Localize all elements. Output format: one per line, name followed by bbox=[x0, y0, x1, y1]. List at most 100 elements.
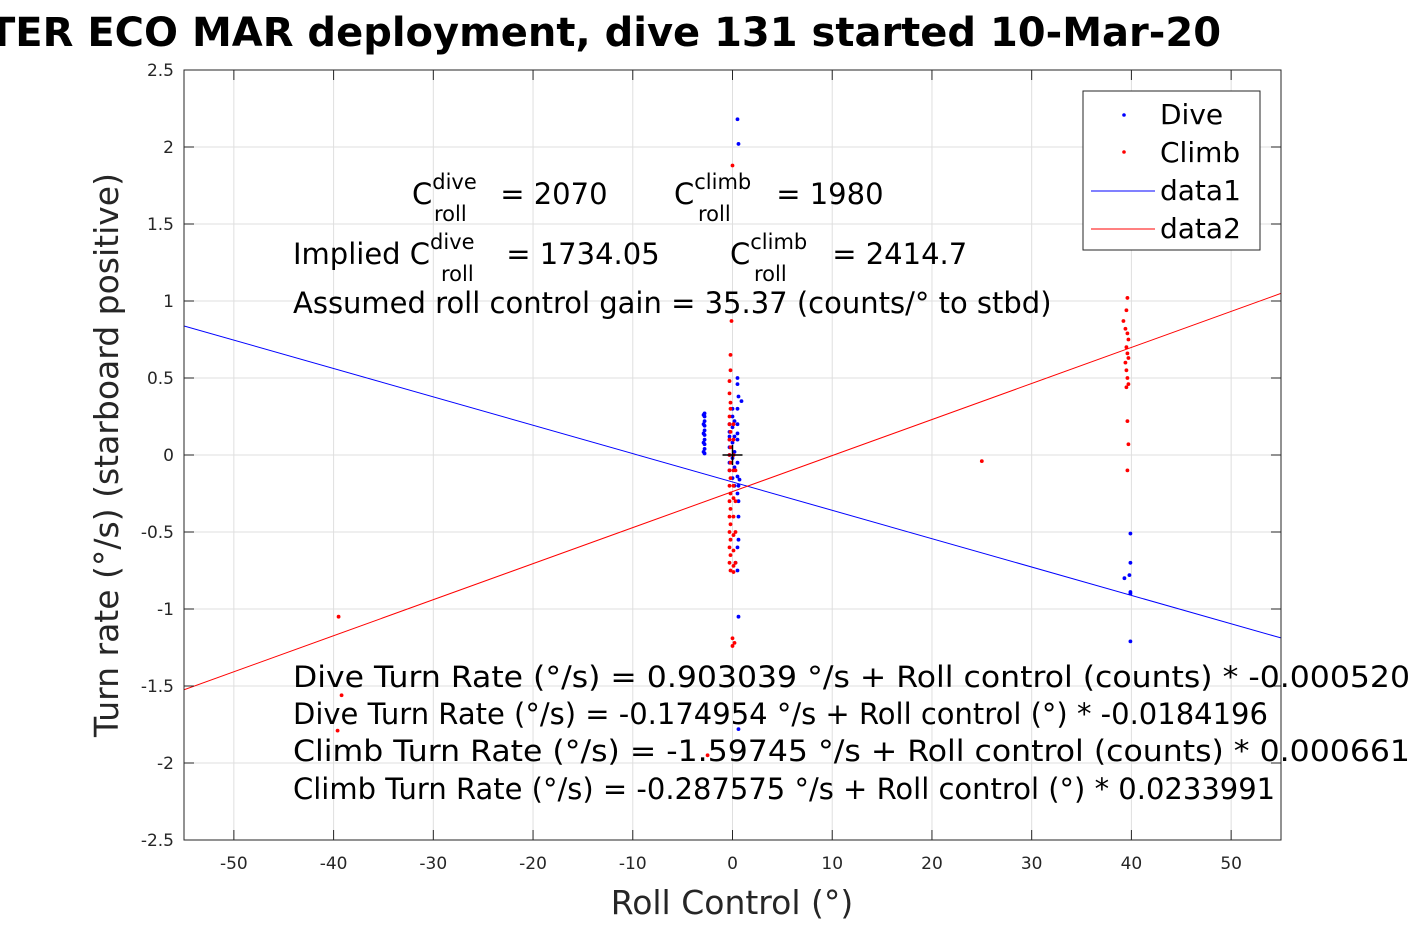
dive-point bbox=[736, 537, 741, 542]
climb-point bbox=[1123, 360, 1128, 365]
climb-point bbox=[731, 437, 736, 442]
climb-point bbox=[728, 353, 733, 357]
dive-point bbox=[1122, 576, 1127, 581]
climb-point bbox=[728, 522, 733, 527]
climb-point bbox=[727, 560, 732, 565]
dive-point bbox=[732, 450, 737, 454]
legend-swatch-climb bbox=[1122, 150, 1126, 154]
nominal-dive-coefficient: Cdive roll = 2070 bbox=[412, 170, 608, 226]
climb-point bbox=[1125, 351, 1130, 356]
climb-point bbox=[1126, 382, 1131, 387]
y-tick-label: -1 bbox=[157, 600, 174, 620]
climb-point bbox=[728, 445, 733, 450]
dive-point bbox=[701, 431, 706, 436]
y-tick-label: 0.5 bbox=[147, 369, 174, 389]
y-tick-label: -2.5 bbox=[141, 831, 174, 851]
y-tick-label: 1 bbox=[163, 292, 174, 312]
climb-point bbox=[728, 537, 733, 542]
dive-point bbox=[736, 614, 741, 619]
climb-point bbox=[731, 496, 736, 501]
legend-label-data1: data1 bbox=[1160, 174, 1241, 207]
dive-point bbox=[732, 465, 737, 470]
x-tick-label: 20 bbox=[921, 854, 943, 874]
climb-point bbox=[731, 483, 736, 488]
chart-marks bbox=[184, 117, 1281, 758]
x-tick-label: -40 bbox=[320, 854, 348, 874]
dive-point bbox=[727, 434, 732, 439]
climb-point bbox=[728, 568, 733, 573]
dive-point bbox=[701, 450, 706, 454]
climb-point bbox=[1126, 356, 1131, 360]
climb-point bbox=[731, 422, 736, 427]
climb-point bbox=[1121, 319, 1126, 323]
climb-point bbox=[727, 468, 732, 473]
nominal-climb-coefficient: Cclimb roll = 1980 bbox=[674, 170, 884, 226]
climb-point bbox=[727, 422, 732, 427]
climb-point bbox=[1125, 376, 1130, 380]
climb-point bbox=[733, 468, 738, 473]
climb-point bbox=[730, 163, 735, 168]
dive-point bbox=[1128, 591, 1133, 596]
climb-point bbox=[729, 319, 734, 323]
y-tick-label: 1.5 bbox=[147, 215, 174, 235]
dive-point bbox=[735, 376, 740, 380]
x-tick-label: -50 bbox=[220, 854, 248, 874]
x-axis-label: Roll Control (°) bbox=[611, 883, 854, 922]
y-tick-label: -0.5 bbox=[141, 523, 174, 543]
climb-point bbox=[728, 491, 733, 496]
dive-point bbox=[735, 422, 740, 427]
x-tick-label: 10 bbox=[821, 854, 843, 874]
dive-point bbox=[735, 382, 740, 387]
climb-point bbox=[979, 459, 984, 464]
dive-point bbox=[735, 431, 740, 436]
dive-fit-degrees: Dive Turn Rate (°/s) = -0.174954 °/s + R… bbox=[293, 697, 1268, 731]
fit-line-data2 bbox=[184, 292, 1281, 691]
coefficient-annotation-set: Cdive roll = 2070 Cclimb roll = 1980 Impli… bbox=[293, 170, 1052, 320]
y-tick-label: -1.5 bbox=[141, 677, 174, 697]
climb-point bbox=[730, 636, 735, 641]
dive-point bbox=[702, 437, 707, 442]
dive-point bbox=[736, 727, 741, 732]
series-climb bbox=[335, 163, 1131, 758]
climb-point bbox=[728, 476, 733, 480]
dive-point bbox=[702, 446, 707, 451]
fit-line-data1 bbox=[184, 325, 1281, 639]
climb-point bbox=[728, 368, 733, 373]
climb-point bbox=[1125, 296, 1130, 300]
climb-point bbox=[728, 400, 733, 405]
climb-point bbox=[728, 507, 733, 511]
dive-point bbox=[735, 491, 740, 496]
climb-point bbox=[1123, 326, 1128, 331]
climb-point bbox=[732, 640, 737, 645]
x-tick-label: 30 bbox=[1021, 854, 1043, 874]
dive-point bbox=[736, 514, 741, 519]
climb-point bbox=[335, 728, 340, 733]
dive-point bbox=[702, 428, 707, 433]
roll-gain-annotation: Assumed roll control gain = 35.37 (count… bbox=[293, 286, 1052, 320]
legend-box bbox=[1082, 90, 1261, 251]
climb-point bbox=[727, 530, 732, 534]
climb-point bbox=[727, 414, 732, 419]
climb-point bbox=[1125, 468, 1130, 473]
dive-point bbox=[732, 419, 737, 424]
y-axis-label: Turn rate (°/s) (starboard positive) bbox=[87, 173, 126, 738]
legend-swatch-dive bbox=[1122, 113, 1126, 117]
dive-point bbox=[735, 568, 740, 573]
climb-point bbox=[731, 570, 736, 574]
dive-point bbox=[735, 460, 740, 465]
x-tick-label: 50 bbox=[1220, 854, 1242, 874]
climb-point bbox=[727, 483, 732, 488]
climb-point bbox=[733, 560, 738, 565]
tick-marks bbox=[184, 69, 1281, 841]
y-tick-label: 0 bbox=[163, 446, 174, 466]
dive-point bbox=[1128, 639, 1133, 644]
dive-point bbox=[730, 414, 735, 419]
climb-point bbox=[728, 553, 733, 557]
dive-point bbox=[736, 483, 741, 488]
climb-point bbox=[727, 437, 732, 442]
climb-point bbox=[730, 644, 735, 648]
climb-point bbox=[727, 499, 732, 504]
climb-point bbox=[727, 379, 732, 383]
climb-point bbox=[731, 563, 736, 568]
